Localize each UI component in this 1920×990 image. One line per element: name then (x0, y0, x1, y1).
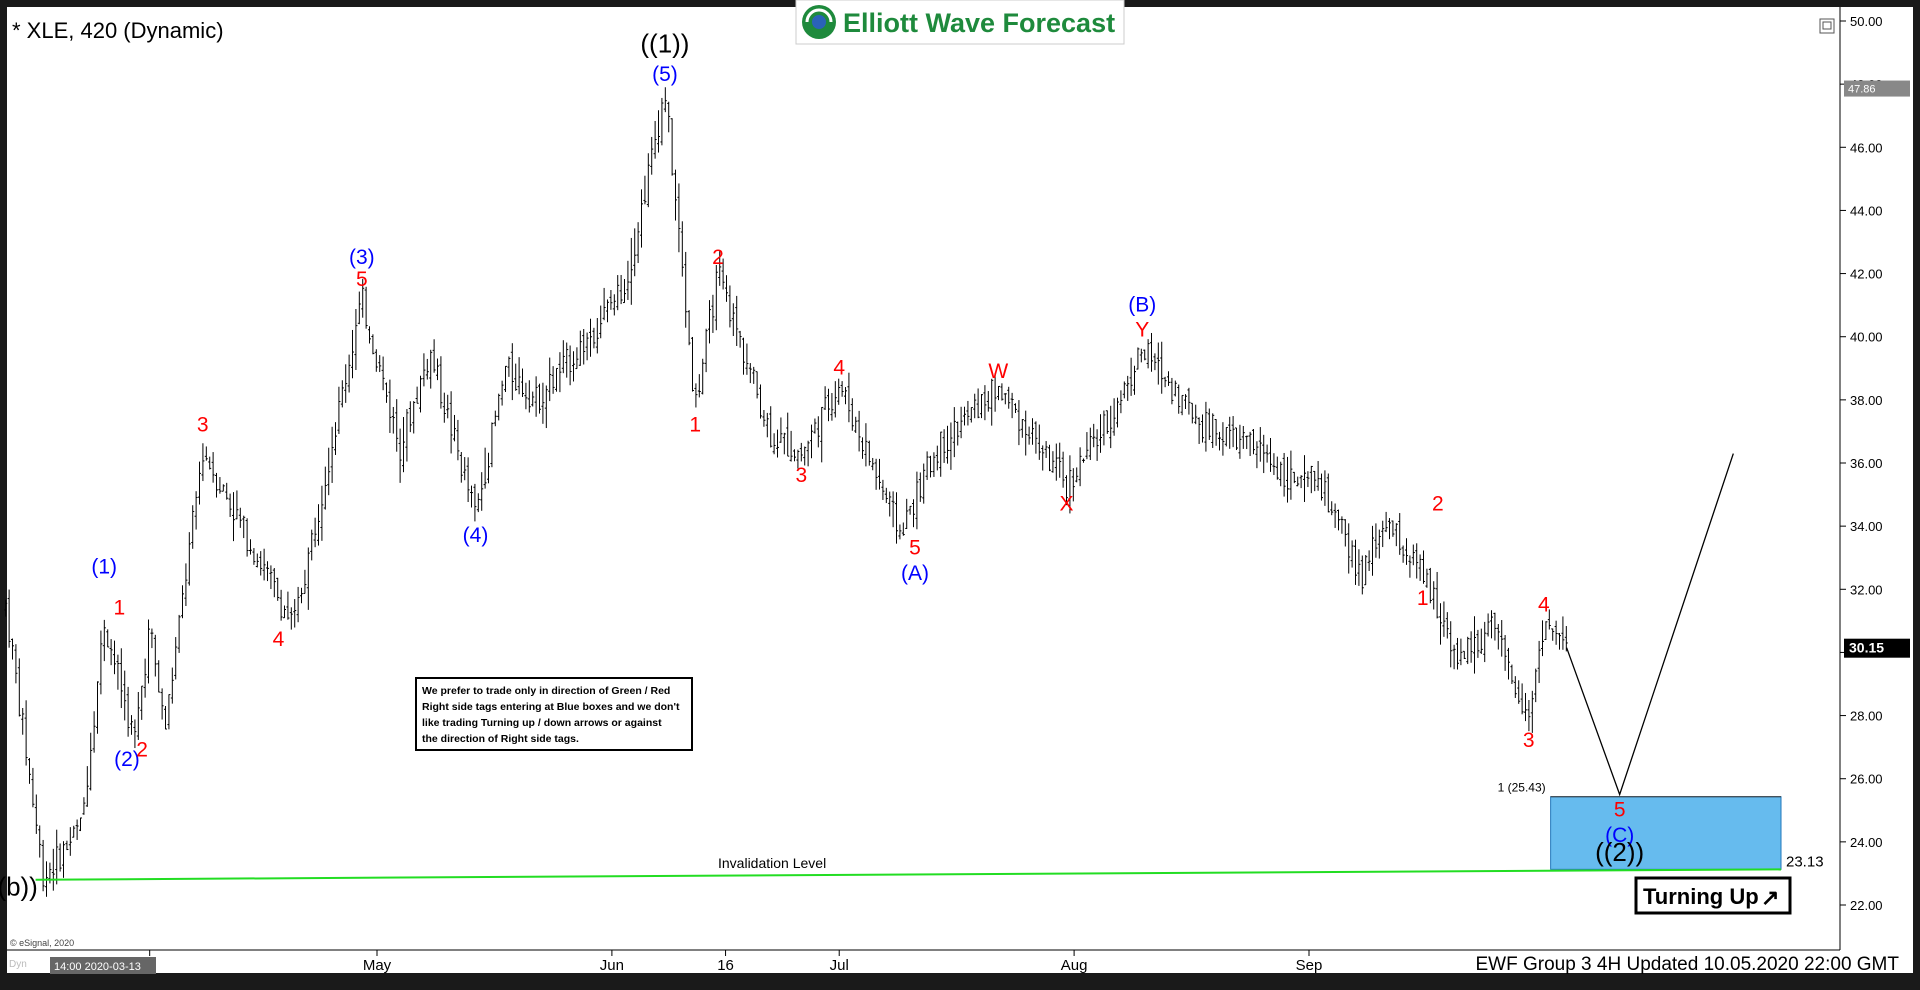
wave-labels: ((b))(1)1(2)234(3)5(4)((1))(5)21435(A)WX… (0, 29, 1644, 902)
y-tick-label: 26.00 (1850, 772, 1883, 787)
wave-label: W (988, 360, 1008, 383)
y-tick-label: 50.00 (1850, 14, 1883, 29)
wave-label: 3 (1523, 729, 1535, 752)
footer-update-text: EWF Group 3 4H Updated 10.05.2020 22:00 … (1475, 954, 1899, 975)
price-bars (4, 87, 1568, 897)
wave-label: 5 (1614, 799, 1626, 822)
note-line: the direction of Right side tags. (422, 733, 579, 745)
x-tick-label: 16 (717, 957, 734, 974)
wave-label: 2 (1432, 492, 1444, 515)
fib-extension-label: 1 (25.43) (1498, 781, 1546, 795)
wave-label: 1 (1417, 587, 1429, 610)
current-price-marker: 30.15 (1844, 638, 1910, 658)
y-tick-label: 46.00 (1850, 140, 1883, 155)
y-axis: 22.0024.0026.0028.0030.0032.0034.0036.00… (1840, 14, 1883, 913)
note-box: We prefer to trade only in direction of … (415, 677, 693, 751)
wave-label: 2 (712, 246, 724, 269)
x-tick-label: Sep (1296, 957, 1323, 974)
y-tick-label: 36.00 (1850, 456, 1883, 471)
y-tick-label: 38.00 (1850, 393, 1883, 408)
high-price-marker: 47.86 (1844, 80, 1910, 97)
wave-label: 5 (356, 268, 368, 291)
wave-label: 1 (689, 413, 701, 436)
brand-name: Elliott Wave Forecast (843, 8, 1115, 38)
x-tick-label: Jul (830, 957, 849, 974)
wave-label: X (1060, 492, 1074, 515)
note-line: like trading Turning up / down arrows or… (422, 717, 662, 729)
wave-label: (B) (1128, 293, 1156, 316)
y-tick-label: 34.00 (1850, 519, 1883, 534)
window-restore-icon[interactable] (1819, 18, 1835, 34)
arrow-up-right-icon: ↗ (1761, 885, 1779, 910)
y-tick-label: 40.00 (1850, 330, 1883, 345)
y-tick-label: 28.00 (1850, 709, 1883, 724)
y-tick-label: 22.00 (1850, 898, 1883, 913)
x-tick-label: May (363, 957, 392, 974)
projection-path (1566, 453, 1734, 797)
current-price-value: 30.15 (1849, 640, 1884, 656)
turning-up-badge: Turning Up ↗ (1634, 876, 1792, 915)
x-tick-label: Jun (600, 957, 624, 974)
high-price-value: 47.86 (1848, 84, 1876, 96)
note-line: We prefer to trade only in direction of … (422, 685, 670, 697)
copyright-text: © eSignal, 2020 (10, 938, 74, 948)
wave-label: (C) (1605, 824, 1634, 847)
symbol-title: * XLE, 420 (Dynamic) (12, 18, 224, 43)
wave-label: 3 (795, 464, 807, 487)
box-low-label: 23.13 (1786, 853, 1824, 870)
wave-label: ((b)) (0, 872, 38, 902)
invalidation-line (35, 868, 1782, 881)
wave-label: 1 (114, 597, 126, 620)
brand-logo: Elliott Wave Forecast (795, 0, 1125, 45)
cursor-time-tag: 14:00 2020-03-13 (50, 957, 156, 974)
wave-label: ((2)) (1595, 837, 1644, 867)
y-tick-label: 44.00 (1850, 203, 1883, 218)
x-tick-label: Aug (1061, 957, 1088, 974)
turning-up-label: Turning Up (1643, 884, 1759, 909)
blue-target-box (1550, 796, 1782, 870)
wave-label: 2 (136, 739, 148, 762)
wave-label: (1) (91, 556, 117, 579)
wave-label: (5) (652, 63, 678, 86)
wave-label: 4 (1538, 593, 1550, 616)
logo-swoosh (805, 8, 833, 23)
y-tick-label: 24.00 (1850, 835, 1883, 850)
wave-label: (3) (349, 246, 375, 269)
wave-label: (A) (901, 562, 929, 585)
brand-frame (795, 0, 1125, 45)
wave-label: 5 (909, 537, 921, 560)
wave-label: ((1)) (640, 29, 689, 59)
wave-label: (4) (463, 524, 489, 547)
logo-dot (812, 15, 826, 29)
y-tick-label: 42.00 (1850, 267, 1883, 282)
wave-label: 4 (273, 628, 285, 651)
invalidation-label: Invalidation Level (718, 855, 826, 871)
wave-label: (2) (114, 748, 140, 771)
note-line: Right side tags entering at Blue boxes a… (422, 701, 680, 713)
wave-label: 4 (833, 357, 845, 380)
wave-label: 3 (197, 413, 209, 436)
cursor-prefix: Dyn (9, 959, 27, 970)
wave-label: Y (1135, 319, 1149, 342)
cursor-time: 14:00 2020-03-13 (54, 961, 141, 973)
y-tick-label: 32.00 (1850, 582, 1883, 597)
